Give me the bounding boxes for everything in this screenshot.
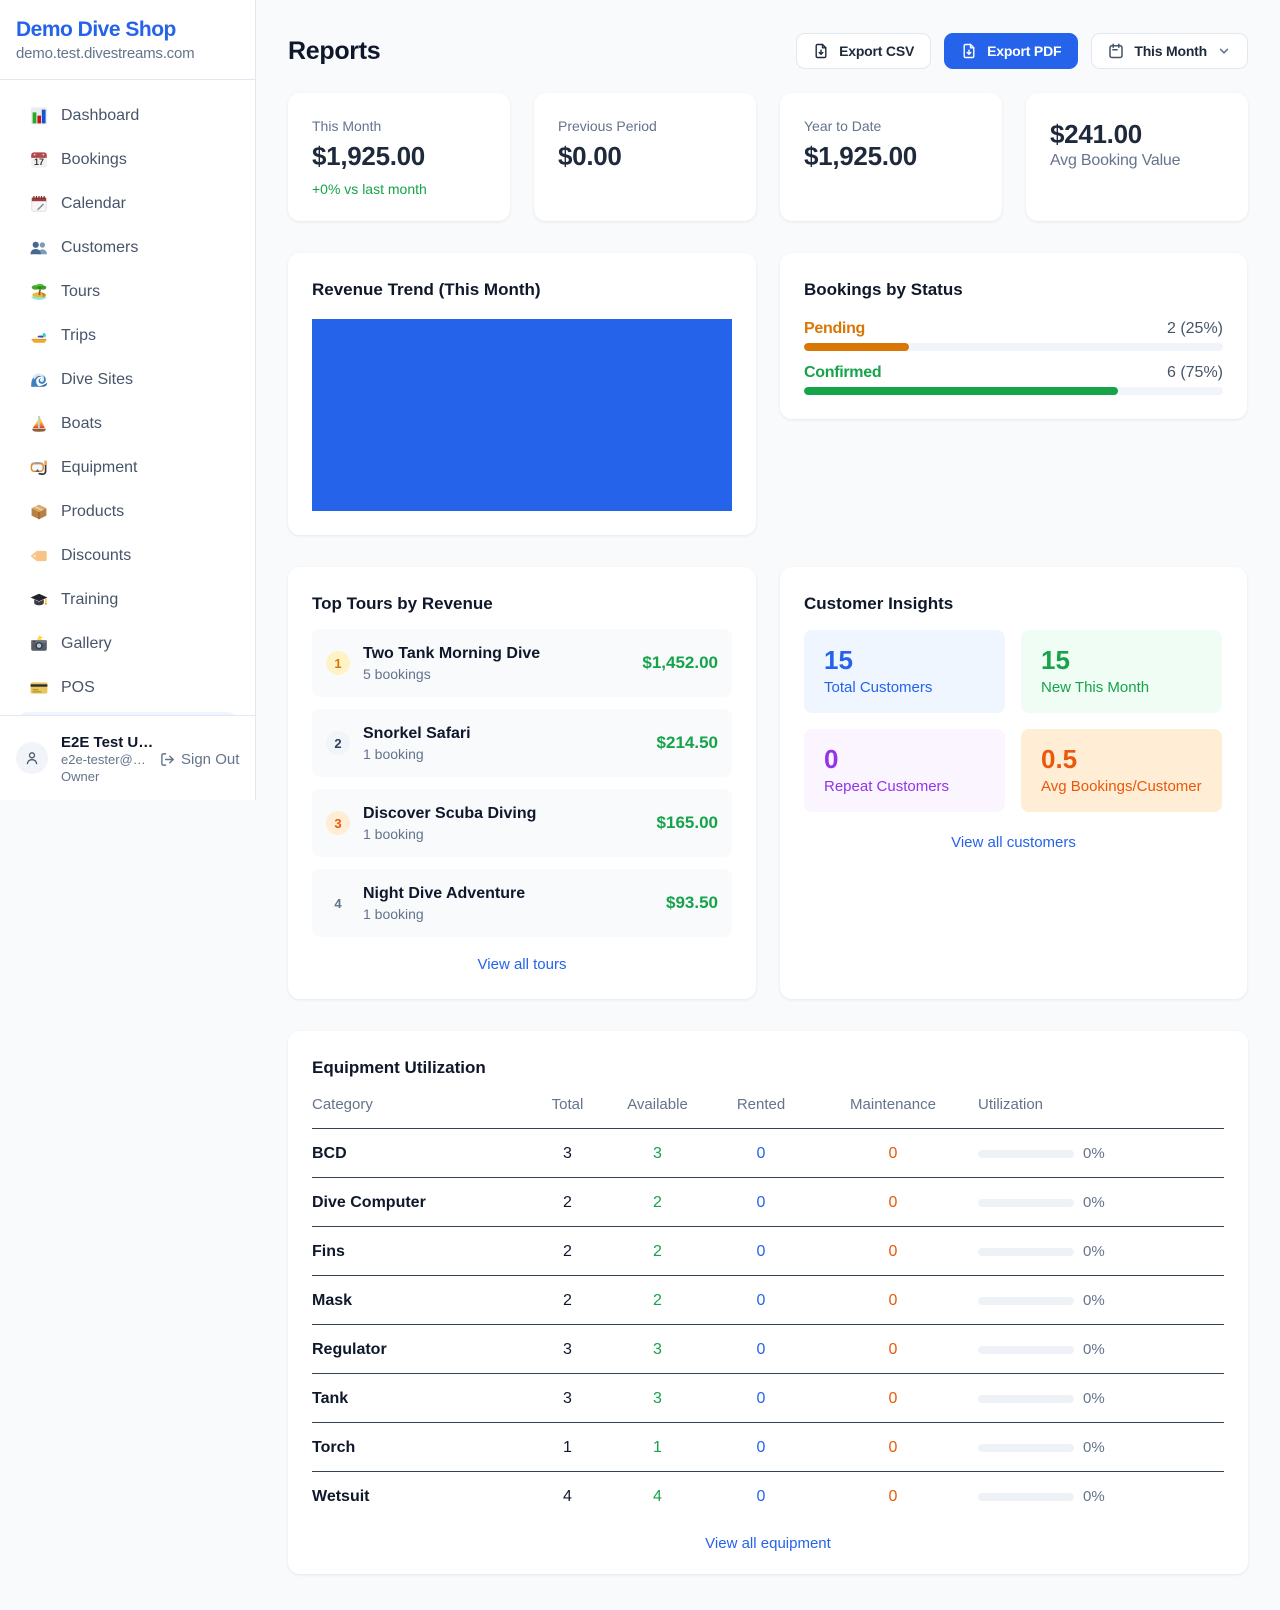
svg-text:17: 17 — [34, 157, 44, 167]
